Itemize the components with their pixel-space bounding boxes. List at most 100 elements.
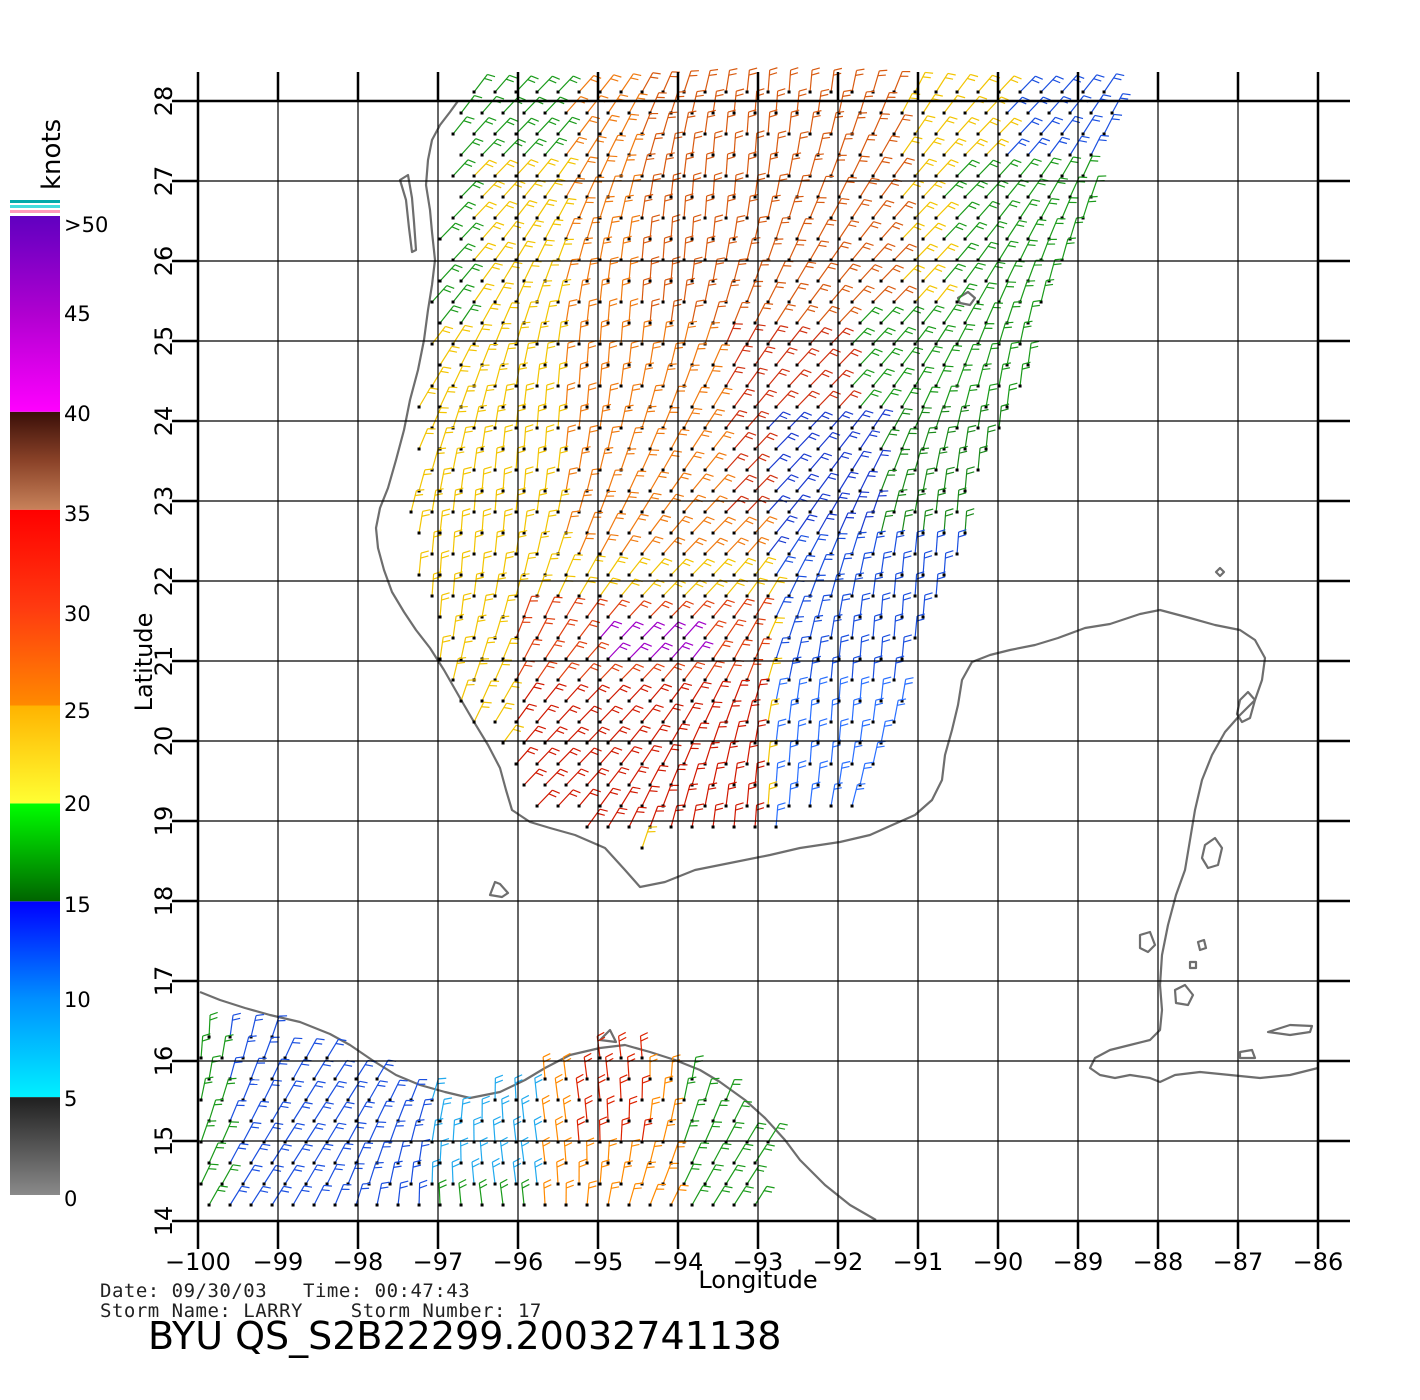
barb-station-dot (451, 1140, 455, 1144)
barb-station-dot (648, 1203, 652, 1207)
barb-station-dot (871, 384, 875, 388)
wind-barb (733, 516, 757, 534)
barb-station-dot (816, 111, 820, 115)
barb-station-dot (753, 1161, 757, 1165)
barb-station-dot (921, 489, 925, 493)
barb-station-dot (732, 405, 736, 409)
barb-station-dot (900, 195, 904, 199)
barb-station-dot (1060, 174, 1064, 178)
wind-barb (1082, 114, 1103, 135)
barb-station-dot (1039, 216, 1043, 220)
barb-station-dot (556, 174, 560, 178)
barb-station-dot (942, 321, 946, 325)
barb-station-dot (606, 741, 610, 745)
wind-barb (641, 72, 661, 93)
wind-barb (670, 600, 694, 618)
barb-station-dot (913, 300, 917, 304)
wind-barb (943, 138, 967, 156)
barb-station-dot (871, 678, 875, 682)
barb-station-dot (669, 237, 673, 241)
lon-tick-label: −93 (733, 1248, 784, 1276)
wind-barb (578, 361, 589, 387)
barb-station-dot (451, 216, 455, 220)
wind-barb (796, 554, 816, 576)
wind-barb (628, 133, 645, 156)
barb-station-dot (220, 1182, 224, 1186)
wind-barb (670, 764, 688, 786)
barb-station-dot (913, 132, 917, 136)
wind-barb (565, 340, 576, 366)
wind-barb (619, 1074, 628, 1101)
wind-barb (872, 490, 889, 513)
barb-station-dot (459, 1161, 463, 1165)
barb-station-dot (556, 1098, 560, 1102)
wind-barb (607, 726, 631, 744)
barb-station-dot (892, 258, 896, 262)
wind-barb (641, 663, 665, 681)
barb-station-dot (606, 111, 610, 115)
barb-station-dot (963, 195, 967, 199)
barb-station-dot (850, 678, 854, 682)
barb-station-dot (724, 300, 728, 304)
wind-barb (628, 642, 652, 660)
barb-station-dot (459, 111, 463, 115)
barb-station-dot (808, 132, 812, 136)
lon-tick-label: −90 (973, 1248, 1024, 1276)
wind-barb (809, 283, 832, 303)
wind-barb (872, 285, 896, 303)
wind-barb (956, 283, 978, 303)
barb-station-dot (1060, 90, 1064, 94)
barb-station-dot (850, 258, 854, 262)
lat-tick-label: 14 (150, 1206, 178, 1237)
wind-barb (460, 635, 474, 660)
wind-barb (533, 1115, 543, 1143)
legend-cap-line-2 (10, 205, 60, 208)
wind-barb (641, 745, 663, 765)
wind-barb (754, 802, 765, 828)
barb-station-dot (837, 741, 841, 745)
barb-station-dot (997, 342, 1001, 346)
barb-station-dot (543, 111, 547, 115)
barb-station-dot (871, 552, 875, 556)
barb-station-dot (879, 279, 883, 283)
barb-station-dot (745, 258, 749, 262)
barb-station-dot (619, 678, 623, 682)
barb-station-dot (640, 678, 644, 682)
barb-station-dot (690, 573, 694, 577)
barb-station-dot (472, 426, 476, 430)
wind-barb (775, 474, 799, 492)
wind-barb (670, 682, 693, 702)
wind-barb (796, 718, 807, 744)
barb-station-dot (535, 426, 539, 430)
wind-barb (725, 109, 736, 135)
barb-station-dot (745, 216, 749, 220)
barb-station-dot (766, 216, 770, 220)
barb-station-dot (921, 237, 925, 241)
barb-station-dot (766, 132, 770, 136)
wind-barb (746, 151, 757, 177)
barb-station-dot (648, 531, 652, 535)
laguna-madre-barrier (398, 173, 418, 254)
wind-barb (838, 390, 862, 408)
wind-barb (607, 556, 629, 576)
wind-barb (473, 658, 490, 681)
wind-barb (628, 340, 640, 366)
wind-barb (599, 1159, 610, 1185)
barb-station-dot (493, 1140, 497, 1144)
wind-barb (922, 93, 943, 114)
wind-barb (754, 719, 767, 744)
wind-barb (565, 597, 586, 618)
barb-station-dot (963, 153, 967, 157)
wind-barb (691, 516, 715, 534)
wind-barb (767, 781, 778, 807)
wind-barb (460, 222, 484, 240)
barb-station-dot (598, 762, 602, 766)
barb-station-dot (690, 1161, 694, 1165)
wind-barb (733, 388, 755, 408)
barb-station-dot (501, 1203, 505, 1207)
barb-station-dot (669, 573, 673, 577)
barb-station-dot (459, 657, 463, 661)
wind-barb (712, 387, 733, 408)
wind-barb (607, 512, 626, 534)
wind-barb (670, 214, 681, 240)
